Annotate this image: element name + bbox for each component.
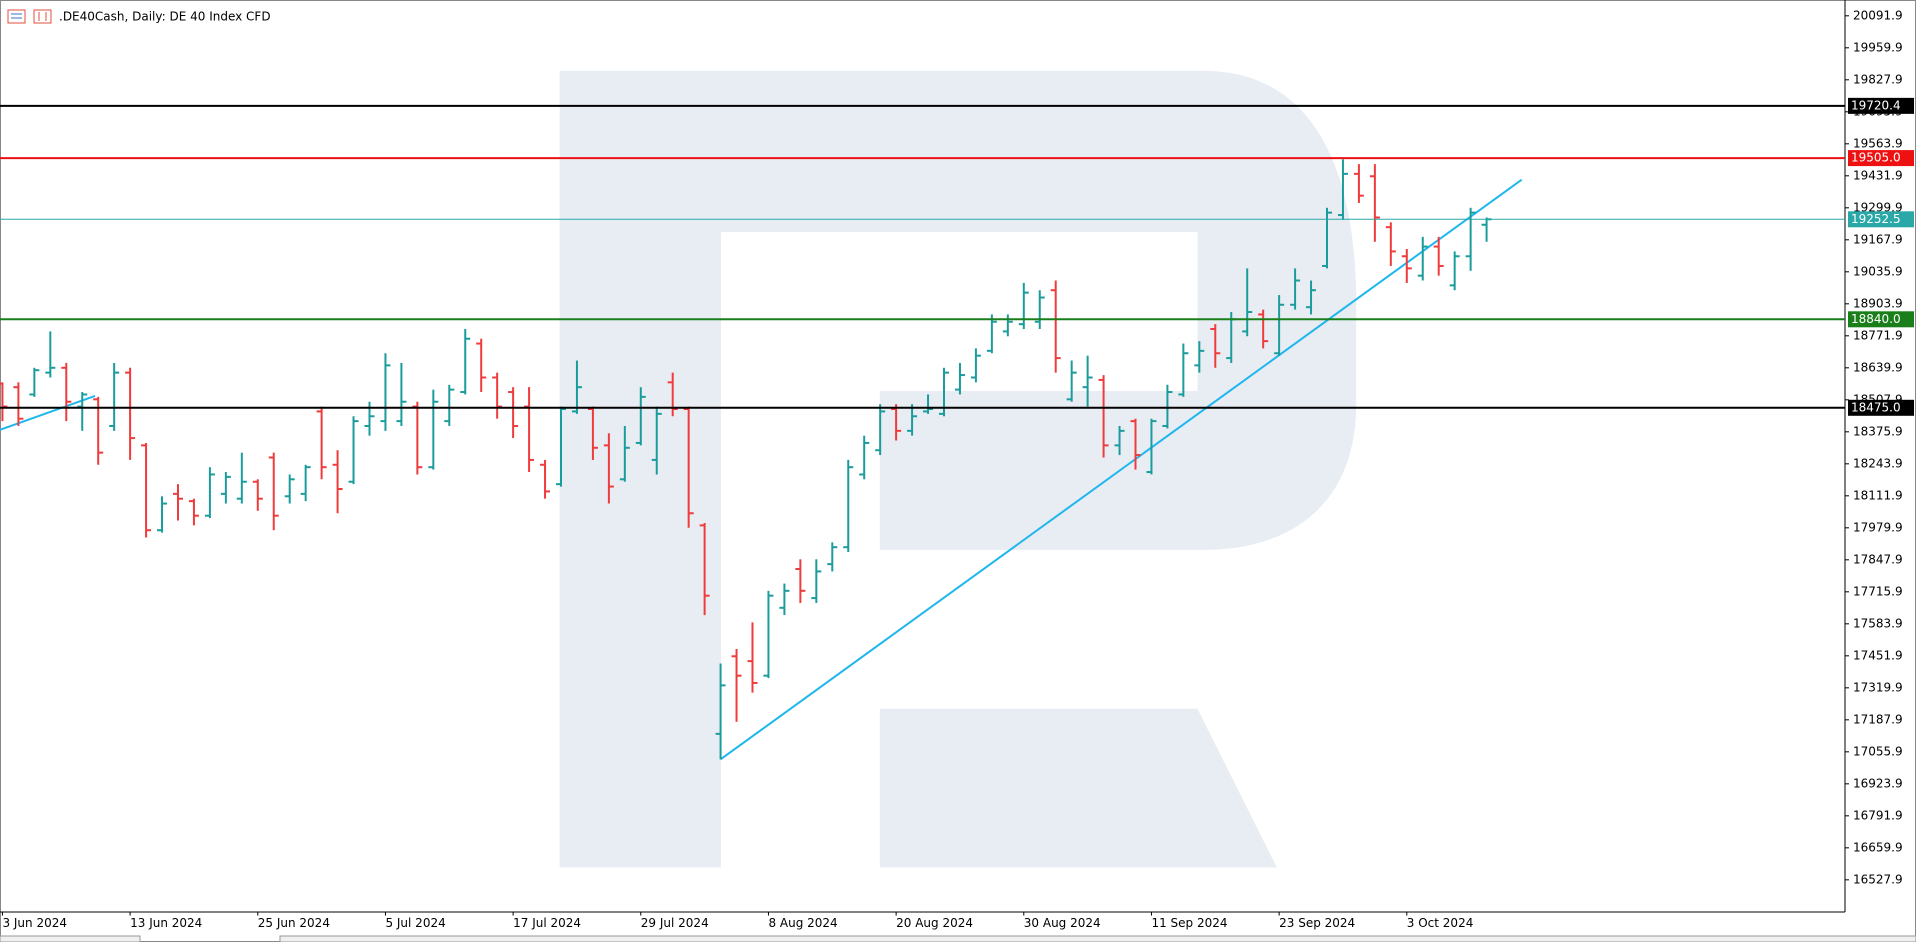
chart-title: .DE40Cash, Daily: DE 40 Index CFD bbox=[59, 10, 271, 24]
x-tick-label: 3 Oct 2024 bbox=[1407, 916, 1474, 930]
y-tick-label: 19959.9 bbox=[1853, 40, 1903, 54]
level-label: 19505.0 bbox=[1851, 151, 1901, 165]
y-tick-label: 16527.9 bbox=[1853, 872, 1903, 886]
y-tick-label: 18111.9 bbox=[1853, 488, 1903, 502]
y-tick-label: 17055.9 bbox=[1853, 744, 1903, 758]
level-label-box bbox=[1848, 97, 1914, 114]
level-label: 18840.0 bbox=[1851, 312, 1901, 326]
y-tick-label: 19167.9 bbox=[1853, 232, 1903, 246]
y-tick-label: 16791.9 bbox=[1853, 808, 1903, 822]
y-tick-label: 17451.9 bbox=[1853, 648, 1903, 662]
watermark-stem bbox=[559, 70, 721, 868]
y-tick-label: 20091.9 bbox=[1853, 8, 1903, 22]
x-tick-label: 29 Jul 2024 bbox=[641, 916, 709, 930]
icon bbox=[7, 9, 26, 24]
y-tick-label: 19431.9 bbox=[1853, 168, 1903, 182]
trendline bbox=[719, 178, 1523, 761]
y-tick-label: 18639.9 bbox=[1853, 360, 1903, 374]
y-tick-label: 18903.9 bbox=[1853, 296, 1903, 310]
y-tick-label: 17583.9 bbox=[1853, 616, 1903, 630]
header-icons bbox=[7, 9, 52, 24]
level-label: 18475.0 bbox=[1851, 400, 1901, 414]
x-tick-label: 8 Aug 2024 bbox=[768, 916, 837, 930]
x-tick-label: 25 Jun 2024 bbox=[258, 916, 330, 930]
x-tick-label: 30 Aug 2024 bbox=[1024, 916, 1101, 930]
y-tick-label: 19035.9 bbox=[1853, 264, 1903, 278]
y-tick-label: 18771.9 bbox=[1853, 328, 1903, 342]
watermark-leg bbox=[879, 708, 1277, 868]
level-label-box bbox=[1848, 311, 1914, 328]
icon bbox=[33, 9, 52, 24]
scrollbar bbox=[279, 935, 1916, 942]
level-label: 19720.4 bbox=[1851, 98, 1901, 112]
y-tick-label: 18243.9 bbox=[1853, 456, 1903, 470]
y-tick-label: 16923.9 bbox=[1853, 776, 1903, 790]
level-label-box bbox=[1848, 399, 1914, 416]
y-tick-label: 17715.9 bbox=[1853, 584, 1903, 598]
x-tick-label: 17 Jul 2024 bbox=[513, 916, 581, 930]
x-tick-label: 20 Aug 2024 bbox=[896, 916, 973, 930]
trendline bbox=[0, 394, 96, 431]
y-tick-label: 19299.9 bbox=[1853, 200, 1903, 214]
y-tick-label: 19827.9 bbox=[1853, 72, 1903, 86]
tab bbox=[0, 935, 141, 942]
level-label-box bbox=[1848, 211, 1914, 228]
level-label: 19252.5 bbox=[1851, 212, 1901, 226]
y-tick-label: 17319.9 bbox=[1853, 680, 1903, 694]
y-tick-label: 17979.9 bbox=[1853, 520, 1903, 534]
y-tick-label: 17847.9 bbox=[1853, 552, 1903, 566]
y-tick-label: 16659.9 bbox=[1853, 840, 1903, 854]
y-tick-label: 18375.9 bbox=[1853, 424, 1903, 438]
y-tick-label: 19563.9 bbox=[1853, 136, 1903, 150]
plot bbox=[0, 159, 1523, 761]
x-tick-label: 5 Jul 2024 bbox=[385, 916, 445, 930]
x-tick-label: 13 Jun 2024 bbox=[130, 916, 202, 930]
x-tick-label: 23 Sep 2024 bbox=[1279, 916, 1355, 930]
x-tick-label: 11 Sep 2024 bbox=[1151, 916, 1227, 930]
y-tick-label: 17187.9 bbox=[1853, 712, 1903, 726]
level-label-box bbox=[1848, 150, 1914, 167]
x-tick-label: 3 Jun 2024 bbox=[2, 916, 67, 930]
